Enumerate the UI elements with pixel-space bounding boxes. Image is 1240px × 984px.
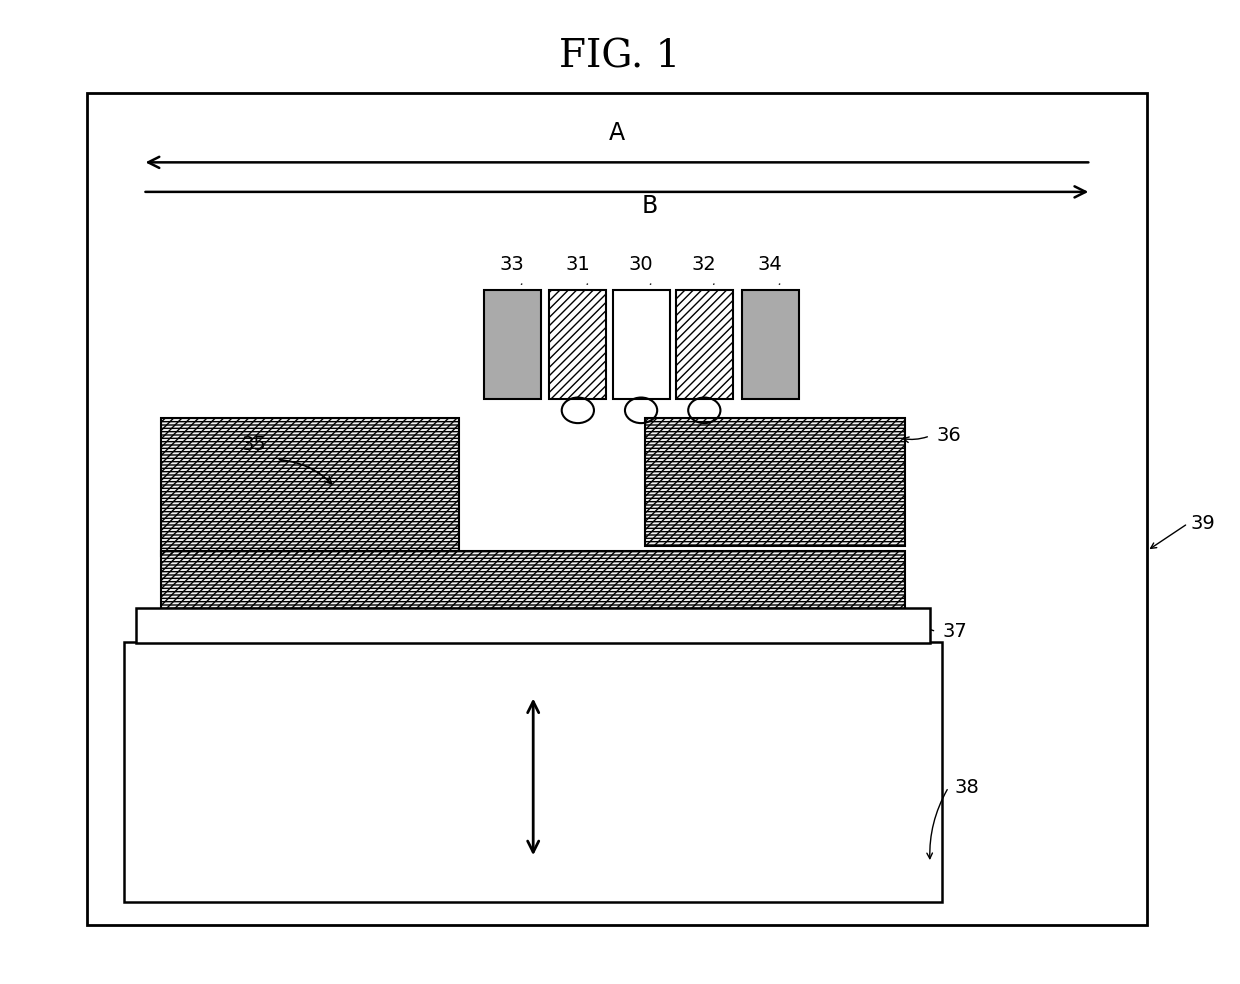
Bar xyxy=(645,418,905,546)
Bar xyxy=(161,418,459,556)
Bar xyxy=(136,608,930,643)
Bar xyxy=(161,418,459,556)
Text: B: B xyxy=(642,194,658,217)
Bar xyxy=(645,418,905,546)
Text: 36: 36 xyxy=(936,426,961,446)
Bar xyxy=(645,418,905,546)
Bar xyxy=(742,290,799,399)
Text: 35: 35 xyxy=(242,435,267,455)
Text: 30: 30 xyxy=(629,255,653,274)
Bar xyxy=(161,551,905,610)
Text: 38: 38 xyxy=(955,777,980,797)
Bar xyxy=(161,551,905,610)
Text: 34: 34 xyxy=(758,255,782,274)
Text: A: A xyxy=(609,121,625,145)
Text: 37: 37 xyxy=(942,622,967,642)
Bar xyxy=(87,93,1147,925)
Bar xyxy=(549,290,606,399)
Text: 33: 33 xyxy=(500,255,525,274)
Text: 31: 31 xyxy=(565,255,590,274)
Bar xyxy=(124,642,942,902)
Bar xyxy=(484,290,541,399)
Text: 32: 32 xyxy=(692,255,717,274)
Bar xyxy=(161,551,905,610)
Bar xyxy=(161,418,459,556)
Bar xyxy=(613,290,670,399)
Text: FIG. 1: FIG. 1 xyxy=(559,38,681,76)
Text: 39: 39 xyxy=(1190,514,1215,533)
Bar xyxy=(676,290,733,399)
